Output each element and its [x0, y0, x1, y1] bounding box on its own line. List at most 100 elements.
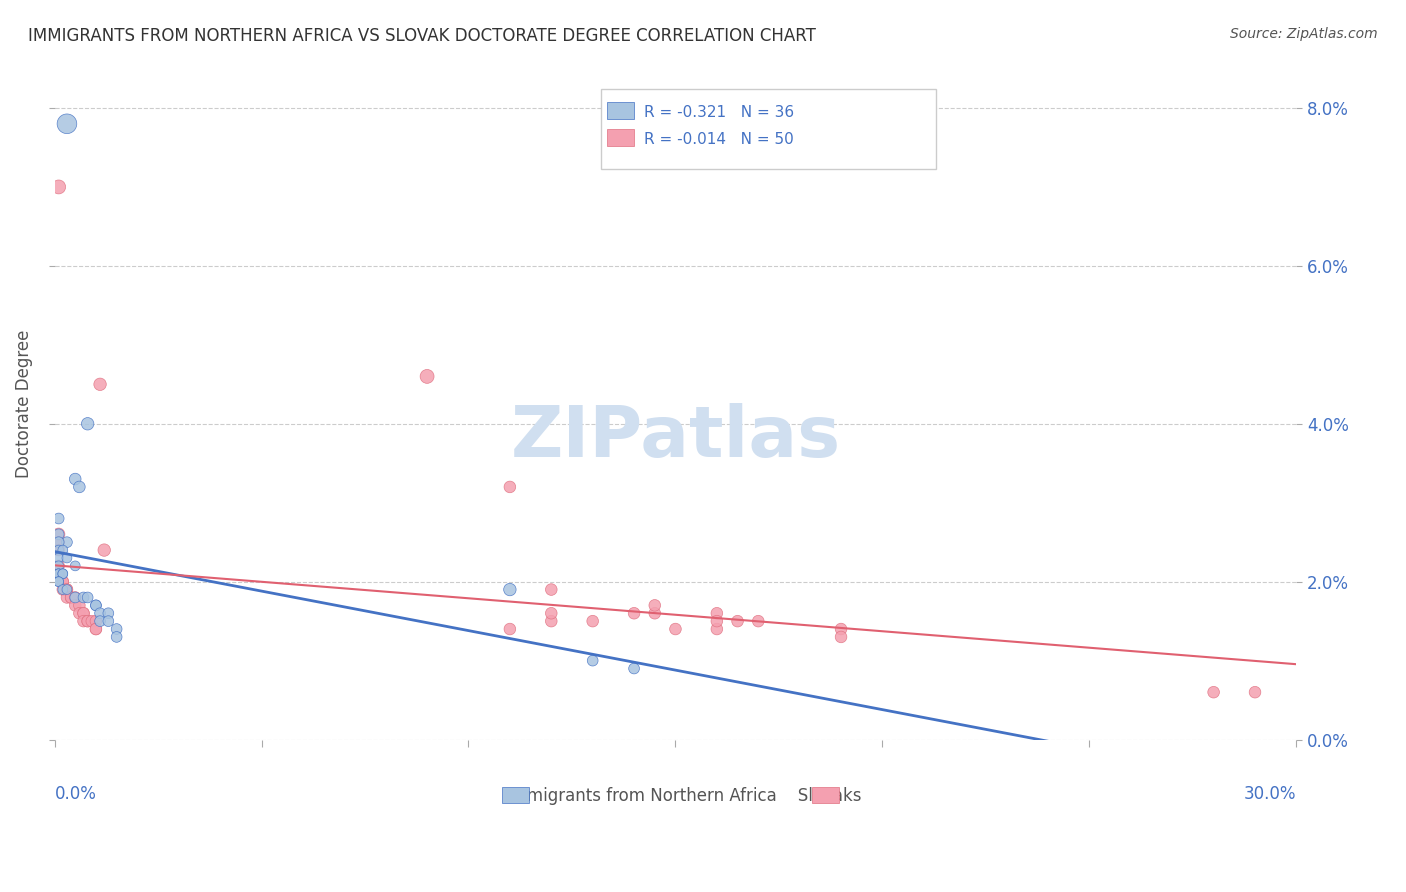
Immigrants from Northern Africa — [97, 606, 120, 620]
Immigrants from Northern Africa — [105, 630, 128, 644]
Slovaks — [540, 582, 562, 597]
Slovaks — [89, 377, 111, 392]
Immigrants from Northern Africa — [48, 574, 70, 589]
Immigrants from Northern Africa — [72, 591, 94, 605]
Slovaks — [52, 574, 75, 589]
Immigrants from Northern Africa — [65, 591, 87, 605]
Slovaks — [60, 591, 83, 605]
Y-axis label: Doctorate Degree: Doctorate Degree — [15, 330, 32, 478]
Immigrants from Northern Africa — [48, 566, 70, 581]
Slovaks — [48, 558, 70, 573]
Slovaks — [706, 614, 728, 628]
Immigrants from Northern Africa — [76, 417, 98, 431]
Slovaks — [48, 535, 70, 549]
Slovaks — [52, 582, 75, 597]
Text: Immigrants from Northern Africa    Slovaks: Immigrants from Northern Africa Slovaks — [489, 787, 862, 805]
Slovaks — [72, 606, 94, 620]
Slovaks — [56, 582, 79, 597]
Immigrants from Northern Africa — [48, 527, 70, 541]
Slovaks — [84, 622, 107, 636]
Text: 0.0%: 0.0% — [55, 785, 97, 803]
Slovaks — [540, 614, 562, 628]
Slovaks — [540, 606, 562, 620]
Immigrants from Northern Africa — [48, 558, 70, 573]
Slovaks — [830, 622, 852, 636]
FancyBboxPatch shape — [607, 102, 634, 119]
Slovaks — [830, 630, 852, 644]
Immigrants from Northern Africa — [623, 661, 645, 675]
Slovaks — [416, 369, 439, 384]
Immigrants from Northern Africa — [76, 591, 98, 605]
Immigrants from Northern Africa — [48, 566, 70, 581]
Slovaks — [644, 599, 666, 613]
Slovaks — [48, 566, 70, 581]
Immigrants from Northern Africa — [97, 614, 120, 628]
Slovaks — [48, 566, 70, 581]
Immigrants from Northern Africa — [48, 511, 70, 525]
Immigrants from Northern Africa — [48, 574, 70, 589]
Text: 30.0%: 30.0% — [1244, 785, 1296, 803]
Immigrants from Northern Africa — [65, 472, 87, 486]
Slovaks — [499, 480, 522, 494]
Slovaks — [56, 582, 79, 597]
Slovaks — [623, 606, 645, 620]
Slovaks — [60, 591, 83, 605]
Slovaks — [67, 606, 90, 620]
Immigrants from Northern Africa — [582, 654, 605, 668]
Slovaks — [499, 622, 522, 636]
Immigrants from Northern Africa — [89, 606, 111, 620]
Slovaks — [76, 614, 98, 628]
Slovaks — [1202, 685, 1225, 699]
Slovaks — [52, 574, 75, 589]
Text: R = -0.014   N = 50: R = -0.014 N = 50 — [644, 132, 794, 147]
Immigrants from Northern Africa — [67, 480, 90, 494]
Immigrants from Northern Africa — [52, 566, 75, 581]
Text: IMMIGRANTS FROM NORTHERN AFRICA VS SLOVAK DOCTORATE DEGREE CORRELATION CHART: IMMIGRANTS FROM NORTHERN AFRICA VS SLOVA… — [28, 27, 815, 45]
Immigrants from Northern Africa — [48, 551, 70, 566]
Slovaks — [80, 614, 103, 628]
Slovaks — [72, 614, 94, 628]
Slovaks — [72, 606, 94, 620]
Immigrants from Northern Africa — [56, 535, 79, 549]
Immigrants from Northern Africa — [52, 566, 75, 581]
Slovaks — [65, 599, 87, 613]
Immigrants from Northern Africa — [89, 614, 111, 628]
Slovaks — [48, 527, 70, 541]
Text: R = -0.321   N = 36: R = -0.321 N = 36 — [644, 105, 794, 120]
Slovaks — [48, 543, 70, 558]
Slovaks — [706, 622, 728, 636]
Immigrants from Northern Africa — [105, 622, 128, 636]
Slovaks — [747, 614, 769, 628]
Immigrants from Northern Africa — [56, 117, 79, 131]
Immigrants from Northern Africa — [48, 543, 70, 558]
Immigrants from Northern Africa — [56, 582, 79, 597]
Immigrants from Northern Africa — [84, 599, 107, 613]
Slovaks — [65, 591, 87, 605]
Slovaks — [664, 622, 686, 636]
FancyBboxPatch shape — [502, 787, 529, 804]
Slovaks — [76, 614, 98, 628]
Slovaks — [727, 614, 749, 628]
Immigrants from Northern Africa — [48, 535, 70, 549]
Slovaks — [706, 606, 728, 620]
FancyBboxPatch shape — [607, 129, 634, 145]
Text: Source: ZipAtlas.com: Source: ZipAtlas.com — [1230, 27, 1378, 41]
Slovaks — [582, 614, 605, 628]
Slovaks — [67, 599, 90, 613]
Immigrants from Northern Africa — [84, 599, 107, 613]
Immigrants from Northern Africa — [56, 551, 79, 566]
Immigrants from Northern Africa — [499, 582, 522, 597]
Immigrants from Northern Africa — [52, 543, 75, 558]
Slovaks — [84, 614, 107, 628]
Slovaks — [56, 591, 79, 605]
Slovaks — [48, 180, 70, 194]
Slovaks — [644, 606, 666, 620]
Immigrants from Northern Africa — [65, 558, 87, 573]
Immigrants from Northern Africa — [52, 582, 75, 597]
Slovaks — [84, 622, 107, 636]
Slovaks — [1244, 685, 1267, 699]
FancyBboxPatch shape — [813, 787, 839, 804]
Text: ZIPatlas: ZIPatlas — [510, 403, 841, 472]
FancyBboxPatch shape — [600, 88, 936, 169]
Slovaks — [93, 543, 115, 558]
